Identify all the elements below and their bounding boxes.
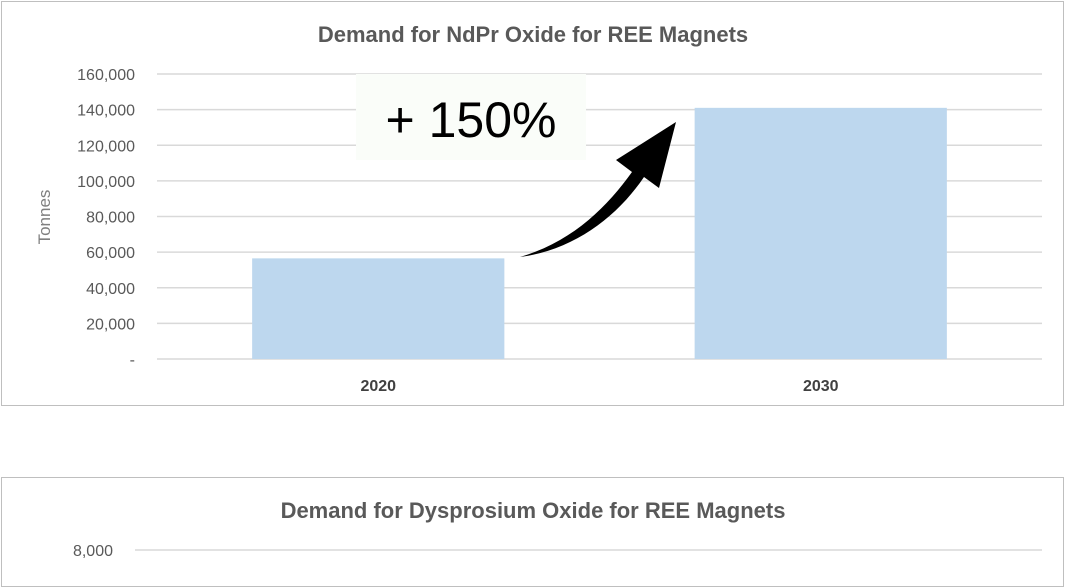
ndpr-chart: Demand for NdPr Oxide for REE Magnets To… <box>35 22 1042 395</box>
y-tick-label: 40,000 <box>86 281 135 298</box>
growth-arrow-icon <box>520 122 676 257</box>
x-tick-label: 2030 <box>803 378 839 395</box>
bar-2030 <box>694 107 947 359</box>
chart-title: Demand for Dysprosium Oxide for REE Magn… <box>281 498 786 523</box>
y-tick-label: 8,000 <box>73 543 113 560</box>
y-tick-label: 120,000 <box>77 138 135 155</box>
y-tick-label: 160,000 <box>77 67 135 84</box>
dysprosium-chart: Demand for Dysprosium Oxide for REE Magn… <box>73 498 1042 560</box>
y-tick-label: 60,000 <box>86 245 135 262</box>
ndpr-chart-panel: Demand for NdPr Oxide for REE Magnets To… <box>1 1 1064 406</box>
growth-callout: + 150% <box>356 74 586 160</box>
callout-text: + 150% <box>386 92 557 148</box>
y-tick-label: - <box>130 352 135 369</box>
y-tick-label: 100,000 <box>77 174 135 191</box>
y-tick-label: 20,000 <box>86 316 135 333</box>
y-tick-label: 80,000 <box>86 210 135 227</box>
dysprosium-chart-panel: Demand for Dysprosium Oxide for REE Magn… <box>1 477 1064 587</box>
chart-title: Demand for NdPr Oxide for REE Magnets <box>318 22 748 47</box>
callout-box <box>356 74 586 160</box>
y-axis-label: Tonnes <box>35 190 54 245</box>
x-tick-label: 2020 <box>360 378 396 395</box>
bar-2020 <box>252 258 505 359</box>
y-tick-label: 140,000 <box>77 103 135 120</box>
